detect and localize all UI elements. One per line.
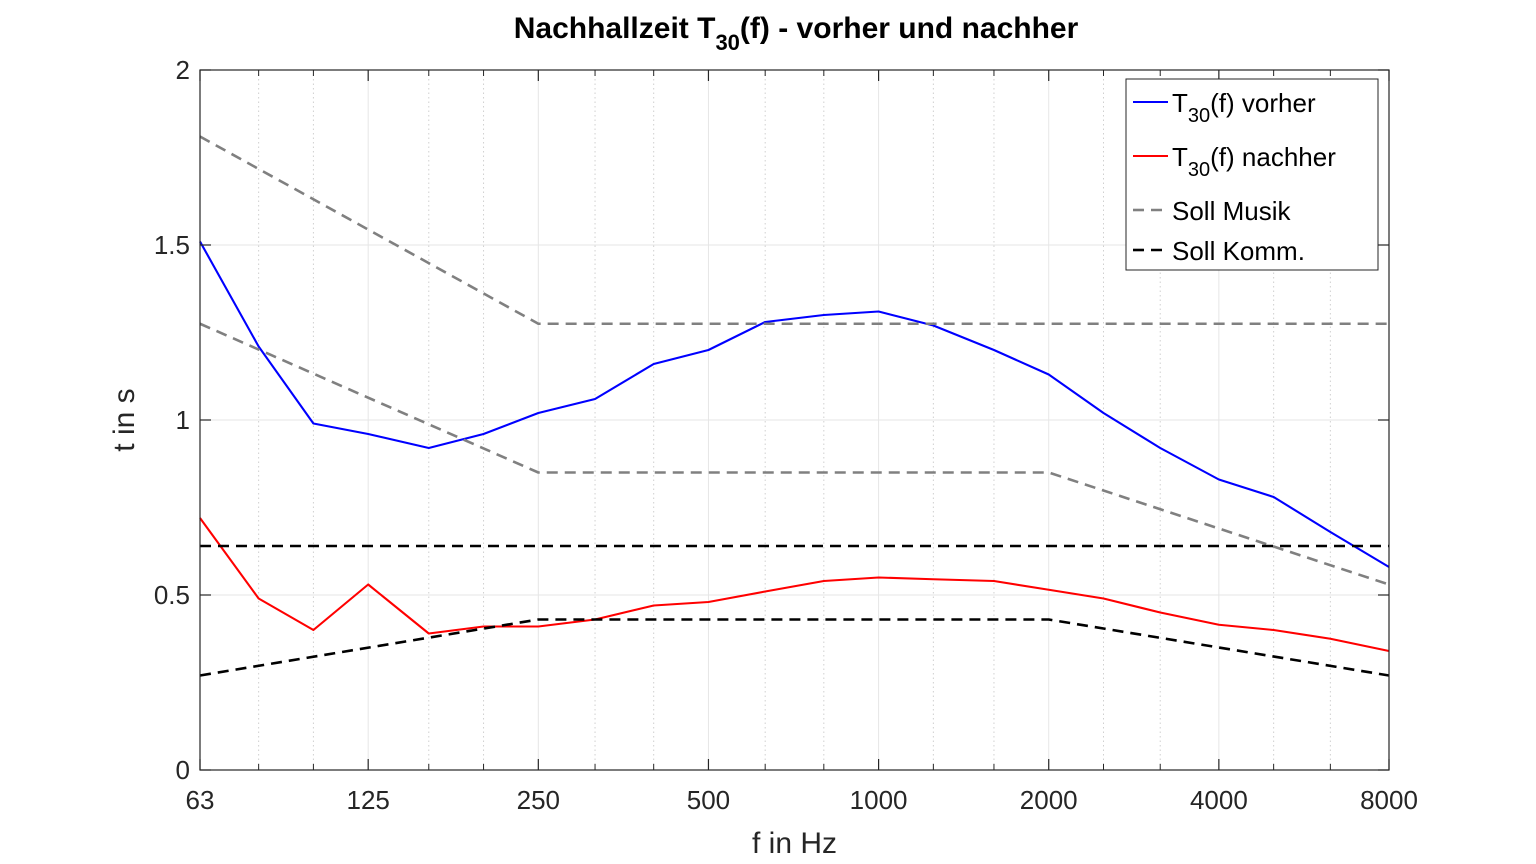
series-layer [199, 135, 1390, 677]
legend-entry: Soll Musik [1172, 196, 1291, 226]
y-tick-label: 1 [176, 405, 190, 435]
legend-entry-main: T [1172, 142, 1188, 172]
legend-entry-rest: (f) vorher [1210, 88, 1316, 118]
chart-title: Nachhallzeit T30(f) - vorher und nachher [514, 12, 1079, 55]
x-tick-label: 500 [687, 785, 730, 815]
legend-entry-subscript: 30 [1188, 159, 1210, 181]
legend-entry-rest: (f) nachher [1210, 142, 1336, 172]
tick-layer: 63 125 250 500 1000 2000 4000 8000 0 0.5 1 1.5 2 [154, 55, 1418, 815]
y-tick-label: 1.5 [154, 230, 190, 260]
chart-title-main: Nachhallzeit T [514, 12, 716, 45]
y-tick-label: 0.5 [154, 580, 190, 610]
x-tick-label: 125 [346, 785, 389, 815]
series-line-0 [199, 240, 1390, 568]
x-tick-label: 1000 [850, 785, 908, 815]
series-line-3 [199, 322, 1390, 586]
series-line-1 [199, 517, 1390, 653]
y-tick-label: 2 [176, 55, 190, 85]
chart-title-rest: (f) - vorher und nachher [740, 12, 1079, 45]
legend-entry-main: Soll Musik [1172, 196, 1291, 226]
legend-entry: T30(f) vorher [1172, 88, 1316, 127]
x-tick-label: 250 [517, 785, 560, 815]
legend-box [1125, 78, 1379, 271]
y-axis-label: t in s [108, 388, 141, 451]
x-tick-label: 63 [186, 785, 215, 815]
y-tick-label: 0 [176, 755, 190, 785]
legend-entry-subscript: 30 [1188, 105, 1210, 127]
series-line-2 [199, 135, 1389, 326]
x-axis-label: f in Hz [752, 827, 837, 860]
legend-entry: Soll Komm. [1172, 236, 1305, 266]
x-tick-label: 8000 [1360, 785, 1418, 815]
chart-title-subscript: 30 [715, 30, 739, 55]
series-line-5 [199, 618, 1390, 677]
legend-entry: T30(f) nachher [1172, 142, 1336, 181]
x-tick-label: 4000 [1190, 785, 1248, 815]
x-tick-label: 2000 [1020, 785, 1078, 815]
legend-entry-main: Soll Komm. [1172, 236, 1305, 266]
legend-entry-main: T [1172, 88, 1188, 118]
